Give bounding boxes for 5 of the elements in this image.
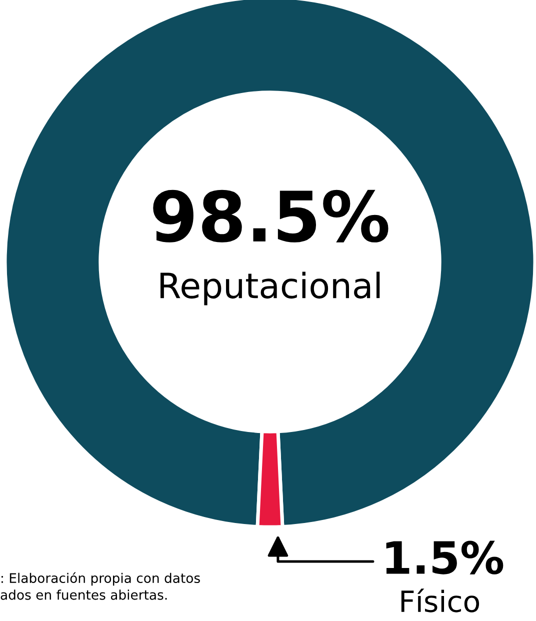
- data-label: 1.5%: [386, 540, 504, 574]
- text: : Elaboración propia con datos ados en fuentes abiertas.: [0, 572, 200, 600]
- data-label: 98.5%: [153, 190, 388, 242]
- slice-label: Físico: [401, 588, 480, 612]
- slice-label: Reputacional: [160, 272, 380, 306]
